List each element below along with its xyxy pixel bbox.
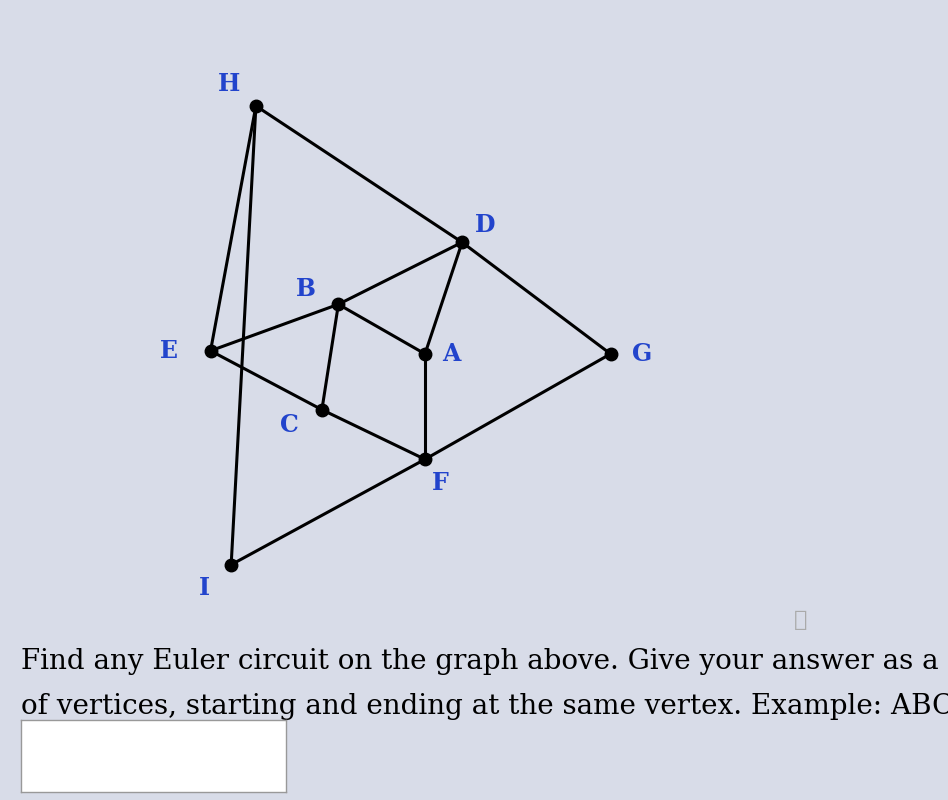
Text: B: B <box>296 277 316 301</box>
Text: H: H <box>218 72 241 96</box>
Text: C: C <box>280 414 299 437</box>
Text: E: E <box>160 339 178 363</box>
Text: D: D <box>475 213 496 237</box>
Text: G: G <box>631 342 652 366</box>
Text: Find any Euler circuit on the graph above. Give your answer as a list: Find any Euler circuit on the graph abov… <box>21 648 948 674</box>
Text: F: F <box>431 471 448 495</box>
Text: I: I <box>199 576 210 600</box>
Text: of vertices, starting and ending at the same vertex. Example: ABCA: of vertices, starting and ending at the … <box>21 694 948 720</box>
Text: ⌕: ⌕ <box>793 610 807 630</box>
Text: A: A <box>442 342 461 366</box>
